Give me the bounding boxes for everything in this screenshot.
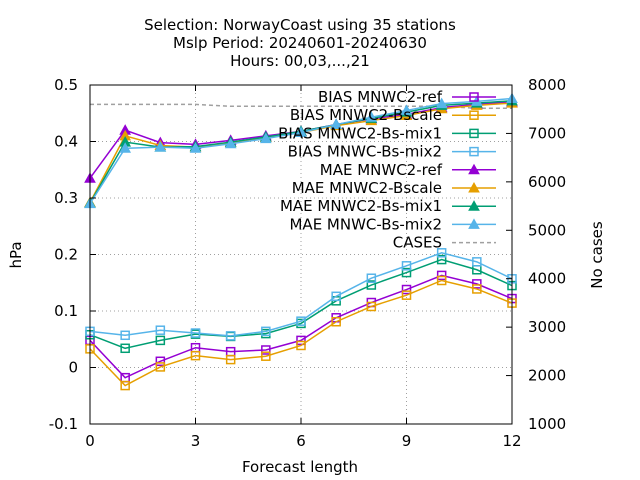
y2-tick-label: 2000: [528, 367, 566, 385]
data-point: [225, 331, 236, 341]
legend-marker: [469, 110, 479, 120]
series-bias-mnwc-bs-mix2: [85, 248, 517, 341]
x-tick-label: 12: [502, 432, 521, 450]
axis-ticks: 0 3 6 9 12 -0.1 0 0.1 0.2 0.3 0.4 0.5 1000 2000 3000 40…: [49, 76, 566, 450]
legend-label: BIAS MNWC-Bs-mix2: [288, 143, 442, 161]
series-layer: [84, 92, 518, 391]
legend-marker: [468, 218, 480, 229]
series-bias-mnwc2-bscale: [85, 275, 517, 391]
series-mae-mnwc-bs-mix2: [84, 92, 518, 209]
data-point: [435, 97, 448, 109]
legend-label: BIAS MNWC2-Bscale: [290, 106, 442, 124]
y2-tick-label: 1000: [528, 415, 566, 433]
data-point: [436, 270, 447, 281]
x-tick-label: 9: [402, 432, 412, 450]
data-point: [401, 284, 412, 295]
y2-tick-label: 3000: [528, 318, 566, 336]
legend-label: MAE MNWC2-Bscale: [292, 179, 442, 197]
data-point: [190, 350, 201, 361]
data-point: [155, 325, 166, 335]
data-point: [155, 362, 166, 372]
data-point: [154, 141, 167, 152]
y-tick-label: 0.1: [54, 302, 78, 320]
y2-tick-label: 8000: [528, 76, 566, 94]
series-line: [89, 258, 513, 350]
data-point: [331, 316, 341, 327]
data-point: [472, 257, 482, 267]
legend-label: MAE MNWC2-ref: [320, 161, 443, 179]
y-axis-label: hPa: [7, 241, 25, 268]
x-tick-label: 6: [296, 432, 306, 450]
title-line-1: Selection: NorwayCoast using 35 stations: [144, 16, 456, 34]
data-point: [155, 335, 166, 346]
x-tick-label: 3: [191, 432, 201, 450]
legend-label: MAE MNWC-Bs-mix2: [289, 215, 442, 233]
data-point: [296, 316, 306, 326]
y2-tick-label: 5000: [528, 221, 566, 239]
y2-tick-label: 7000: [528, 124, 566, 142]
y-tick-label: 0: [68, 359, 78, 377]
y2-tick-label: 4000: [528, 270, 566, 288]
data-point: [472, 279, 482, 289]
legend-marker: [468, 200, 480, 211]
data-point: [365, 111, 378, 122]
data-point: [331, 291, 341, 302]
y2-tick-label: 6000: [528, 173, 566, 191]
data-point: [400, 104, 413, 115]
data-point: [225, 354, 236, 365]
data-point: [436, 254, 447, 265]
data-point: [436, 275, 447, 286]
data-point: [401, 261, 412, 271]
data-point: [155, 356, 166, 367]
data-point: [224, 137, 237, 149]
y-tick-label: 0.4: [54, 133, 78, 151]
data-point: [190, 328, 201, 338]
y-tick-label: 0.2: [54, 246, 78, 264]
data-point: [259, 132, 272, 144]
data-point: [296, 335, 306, 346]
x-axis-label: Forecast length: [242, 458, 358, 476]
data-point: [296, 340, 306, 351]
series-line: [89, 274, 513, 379]
data-point: [472, 284, 482, 294]
legend-marker: [469, 128, 479, 139]
legend-label: MAE MNWC2-Bs-mix1: [280, 197, 442, 215]
x-tick-label: 0: [85, 432, 95, 450]
chart-title: Selection: NorwayCoast using 35 stations…: [144, 16, 456, 70]
data-point: [366, 273, 377, 283]
series-line: [89, 252, 513, 337]
y2-axis-label: No cases: [588, 221, 606, 289]
y-tick-label: 0.3: [54, 189, 78, 207]
legend-marker: [469, 92, 479, 102]
data-point: [261, 351, 271, 361]
legend-marker: [468, 163, 480, 175]
legend-label: CASES: [393, 234, 442, 252]
data-point: [436, 248, 447, 258]
title-line-2: Mslp Period: 20240601-20240630: [173, 34, 427, 52]
legend-marker: [469, 146, 479, 157]
series-line: [89, 279, 513, 387]
data-point: [119, 142, 132, 153]
y-tick-label: 0.5: [54, 76, 78, 94]
title-line-3: Hours: 00,03,...,21: [230, 52, 370, 70]
data-point: [261, 326, 271, 337]
data-point: [189, 142, 202, 153]
legend-label: BIAS MNWC2-Bs-mix1: [278, 124, 442, 142]
data-point: [120, 330, 130, 341]
legend-marker: [468, 181, 480, 193]
data-point: [366, 301, 377, 312]
data-point: [401, 290, 412, 300]
data-point: [295, 126, 307, 137]
data-point: [366, 280, 377, 290]
data-point: [120, 380, 130, 391]
data-point: [261, 345, 271, 355]
data-point: [330, 118, 343, 130]
y-tick-label: -0.1: [49, 415, 78, 433]
data-point: [401, 267, 412, 278]
legend-label: BIAS MNWC2-ref: [318, 88, 443, 106]
data-point: [120, 343, 130, 354]
